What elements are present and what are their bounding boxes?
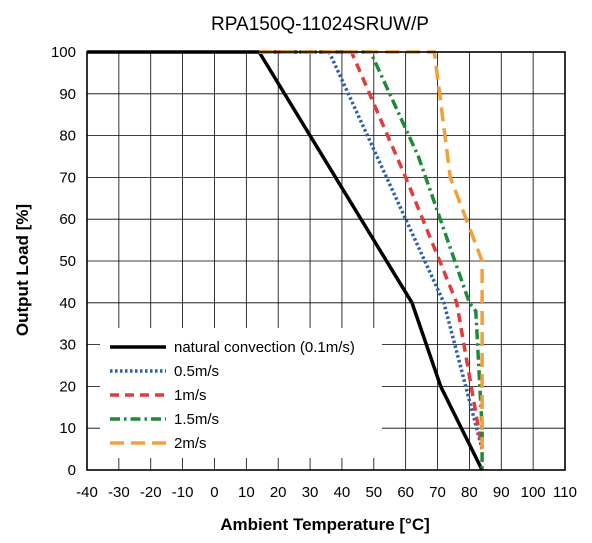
plot-border [86,51,566,471]
x-tick-label: 90 [493,484,510,501]
y-tick-label: 0 [68,462,76,479]
x-tick-label: 30 [302,484,319,501]
y-tick-label: 50 [59,253,76,270]
legend-label: 0.5m/s [174,363,219,380]
x-tick-label: -40 [76,484,98,501]
y-tick-label: 70 [59,169,76,186]
y-axis-label: Output Load [%] [13,204,32,336]
y-tick-label: 90 [59,86,76,103]
y-tick-label: 30 [59,337,76,354]
legend-box [100,328,382,458]
x-tick-label: 10 [238,484,255,501]
x-tick-label: 100 [521,484,546,501]
x-tick-label: 0 [210,484,218,501]
x-tick-label: 70 [429,484,446,501]
chart-title: RPA150Q-11024SRUW/P [211,14,429,35]
legend: natural convection (0.1m/s) 0.5m/s 1m/s 1.5… [100,328,382,458]
x-tick-label: -10 [172,484,194,501]
x-tick-label: -20 [140,484,162,501]
x-tick-label: 20 [270,484,287,501]
x-tick-label: 50 [365,484,382,501]
y-tick-label: 20 [59,378,76,395]
x-tick-label: -30 [108,484,130,501]
legend-label: 1.5m/s [174,411,219,428]
y-tick-label: 40 [59,295,76,312]
x-tick-label: 60 [397,484,414,501]
plot-frame [86,51,566,471]
x-tick-label: 110 [553,484,577,501]
y-tick-label: 80 [59,128,76,145]
x-tick-label: 80 [461,484,478,501]
x-tick-label: 40 [334,484,351,501]
y-tick-label: 10 [59,420,76,437]
x-axis-label: Ambient Temperature [°C] [220,515,430,534]
y-tick-label: 60 [59,211,76,228]
y-tick-label: 100 [51,44,76,61]
legend-label: 1m/s [174,387,207,404]
tick-labels: -40 -30 -20 -10 0 10 20 30 40 50 60 70 80 90 100 110 0 10… [51,44,577,501]
legend-label: 2m/s [174,435,207,452]
legend-label: natural convection (0.1m/s) [174,339,355,356]
